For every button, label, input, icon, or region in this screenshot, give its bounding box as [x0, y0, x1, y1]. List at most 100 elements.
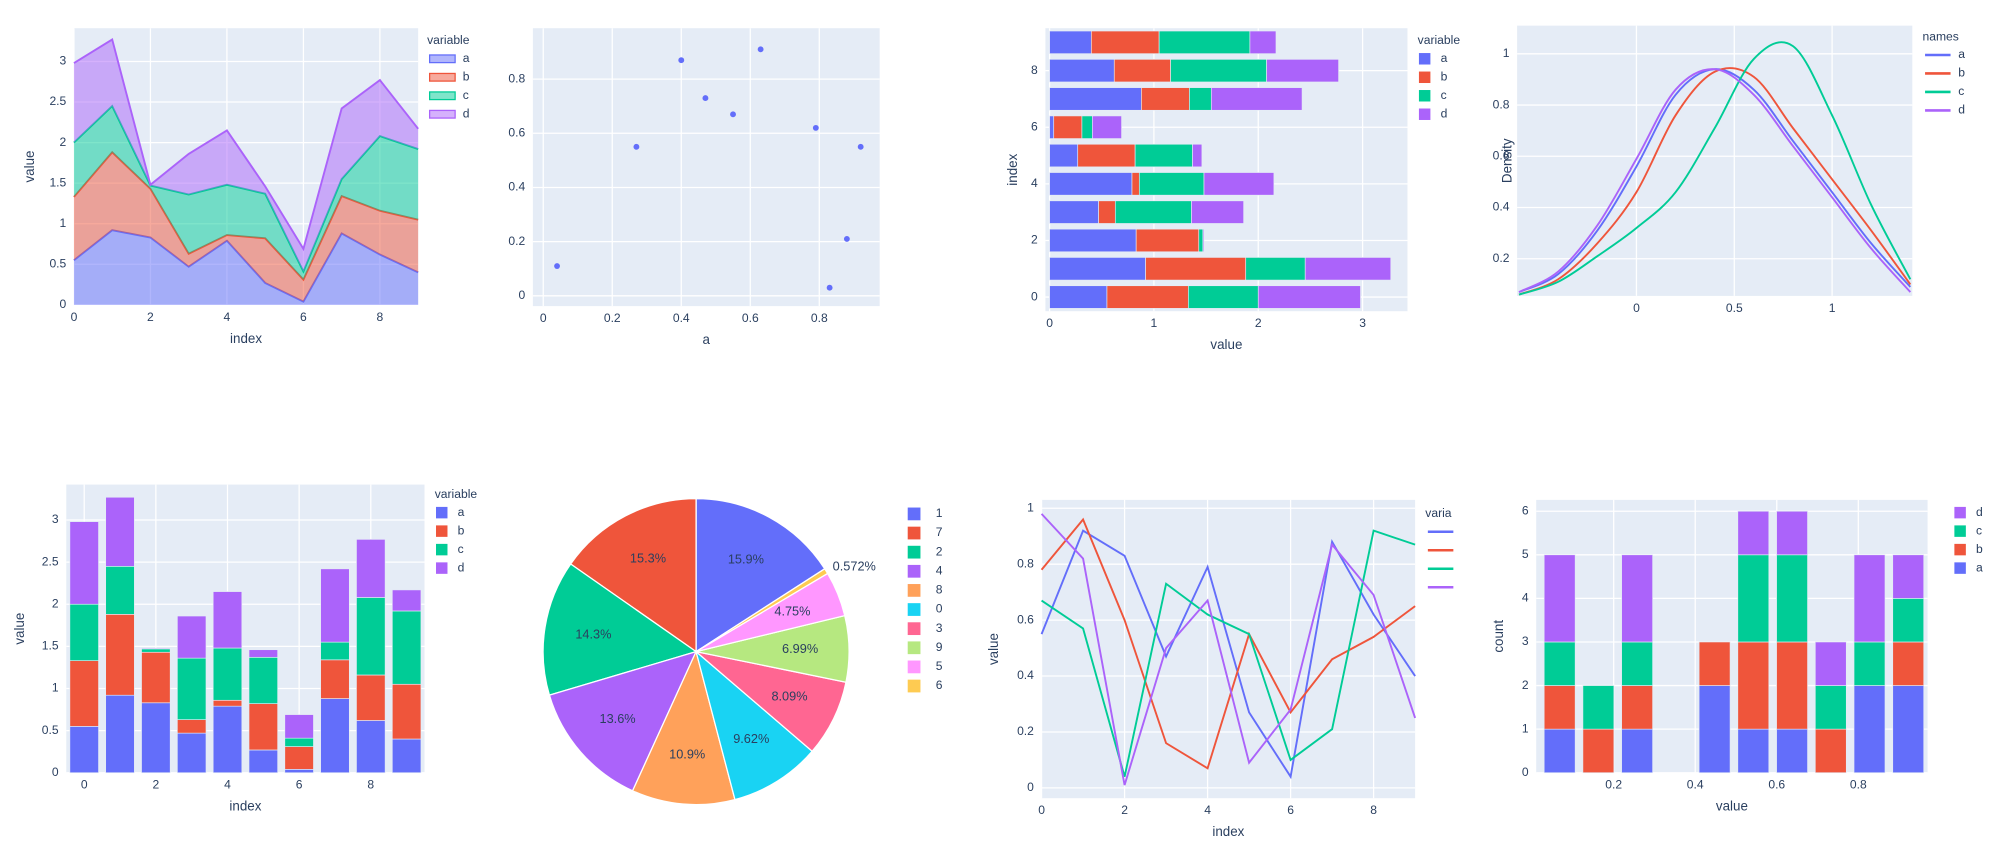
legend-label: 1: [936, 506, 943, 520]
bar: [320, 698, 350, 774]
bar: [320, 659, 350, 699]
legend-swatch: [907, 507, 921, 521]
bar: [1114, 200, 1192, 224]
legend-title: variable: [435, 487, 478, 501]
bar: [1049, 87, 1142, 111]
legend-swatch: [436, 525, 448, 537]
y-axis-title: value: [986, 633, 1001, 665]
bar: [1090, 30, 1160, 54]
legend-label: b: [463, 69, 470, 83]
y-tick-label: 0: [52, 765, 59, 779]
bar: [1245, 257, 1306, 281]
bar: [69, 660, 99, 727]
bar: [1191, 200, 1244, 224]
y-tick-label: 3: [52, 512, 59, 526]
legend-label: b: [458, 523, 465, 537]
y-tick-label: 3: [60, 54, 67, 68]
legend-swatch: [1954, 525, 1966, 537]
histogram-bar: [1776, 728, 1808, 774]
bar: [1145, 257, 1247, 281]
legend-label: b: [1976, 542, 1983, 556]
legend-swatch: [1418, 53, 1431, 65]
bar: [1049, 200, 1099, 224]
bar: [1170, 59, 1267, 83]
pie-slice: [695, 497, 826, 653]
y-tick-label: 8: [1031, 63, 1038, 77]
x-tick-label: 0: [540, 311, 547, 325]
bar: [356, 539, 386, 598]
bar: [141, 651, 171, 704]
y-tick-label: 0: [60, 297, 67, 311]
y-tick-label: 1: [1027, 500, 1034, 514]
legend-title: variable: [427, 33, 470, 47]
bar: [284, 737, 314, 747]
area-fill: [73, 152, 419, 302]
legend-label: b: [1441, 69, 1448, 83]
legend-swatch: [436, 506, 448, 519]
bar: [69, 603, 99, 661]
area-line: [73, 38, 419, 252]
histogram-bar: [1853, 641, 1886, 686]
histogram-bar: [1814, 728, 1847, 774]
legend-title: varia: [1425, 506, 1452, 520]
bar: [1049, 115, 1055, 139]
legend-label: 3: [936, 621, 943, 635]
bar: [1138, 172, 1205, 196]
bar: [1092, 115, 1122, 139]
bar: [356, 720, 386, 774]
scatter-point: [730, 111, 736, 118]
area-fill: [73, 106, 419, 280]
y-tick-label: 6: [1031, 119, 1038, 133]
scatter-point: [826, 284, 833, 291]
x-tick-label: 2: [147, 310, 154, 324]
x-tick-label: 4: [224, 778, 231, 792]
legend-label: a: [1441, 51, 1448, 65]
density-curve: [1518, 67, 1912, 296]
x-axis-title: a: [703, 332, 711, 347]
pie-label: 15.3%: [630, 551, 666, 566]
bar: [391, 738, 422, 774]
y-tick-label: 0.4: [508, 180, 525, 194]
pie-label: 6.99%: [782, 641, 818, 656]
bar: [1106, 285, 1189, 309]
bar: [177, 719, 207, 734]
x-tick-label: 2: [1255, 316, 1262, 330]
x-axis-title: index: [1212, 824, 1244, 839]
y-tick-label: 0.8: [1493, 97, 1510, 111]
bar: [212, 699, 243, 707]
pie-label: 0.572%: [833, 558, 876, 573]
legend-swatch: [1418, 71, 1431, 84]
y-tick-label: 1: [1522, 721, 1529, 735]
histogram-bar: [1543, 728, 1576, 774]
scatter-point: [678, 57, 685, 64]
legend-swatch: [428, 72, 456, 82]
bar: [212, 591, 243, 649]
y-tick-label: 0.5: [49, 256, 66, 270]
pie-label: 10.9%: [669, 747, 705, 762]
bar: [141, 648, 171, 653]
y-tick-label: 0.6: [508, 125, 525, 139]
y-tick-label: 0: [1031, 289, 1038, 303]
legend-label: d: [458, 560, 465, 574]
y-tick-label: 0.2: [1017, 724, 1034, 738]
scatter-point: [812, 124, 819, 131]
y-tick-label: 0.6: [1493, 148, 1510, 162]
bar: [1098, 200, 1116, 224]
histogram-bar: [1737, 728, 1770, 774]
legend-label: d: [1958, 103, 1965, 117]
x-tick-label: 6: [1287, 803, 1294, 817]
y-tick-label: 0.8: [1017, 556, 1034, 570]
x-tick-label: 0.2: [1605, 778, 1622, 792]
bar: [212, 705, 243, 774]
bar: [105, 614, 135, 696]
legend-label: c: [1958, 84, 1964, 98]
legend-label: c: [1441, 88, 1447, 102]
y-tick-label: 1.5: [42, 639, 59, 653]
x-tick-label: 0.4: [673, 311, 690, 325]
bar: [1249, 30, 1277, 54]
x-tick-label: 3: [1359, 316, 1366, 330]
legend-swatch: [1954, 543, 1966, 556]
legend-label: b: [1958, 66, 1965, 80]
legend-swatch: [907, 603, 921, 616]
histogram-bar: [1621, 685, 1653, 730]
